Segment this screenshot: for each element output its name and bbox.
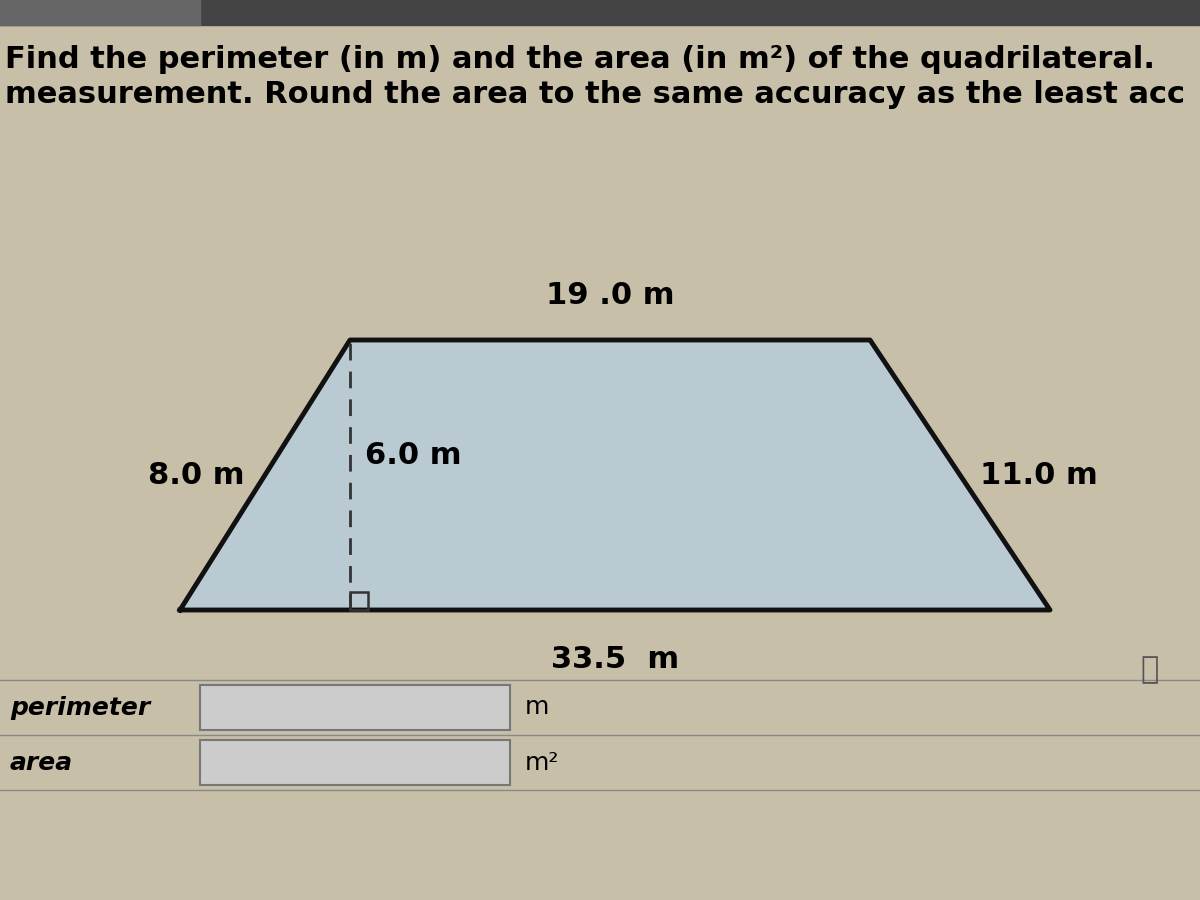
- Text: perimeter: perimeter: [10, 696, 150, 719]
- Text: 11.0 m: 11.0 m: [980, 461, 1098, 490]
- Text: Find the perimeter (in m) and the area (in m²) of the quadrilateral.: Find the perimeter (in m) and the area (…: [5, 45, 1154, 74]
- Text: area: area: [10, 751, 73, 775]
- Bar: [200, 685, 510, 730]
- Polygon shape: [180, 340, 1050, 610]
- Text: m: m: [526, 696, 550, 719]
- Text: 19 .0 m: 19 .0 m: [546, 281, 674, 310]
- Text: ⓘ: ⓘ: [1141, 655, 1159, 684]
- Text: 8.0 m: 8.0 m: [149, 461, 245, 490]
- Bar: [0, 0, 200, 25]
- Bar: [200, 740, 510, 785]
- Text: 33.5  m: 33.5 m: [551, 645, 679, 674]
- Text: measurement. Round the area to the same accuracy as the least acc: measurement. Round the area to the same …: [5, 80, 1186, 109]
- Text: 6.0 m: 6.0 m: [365, 440, 462, 470]
- Text: m²: m²: [526, 751, 559, 775]
- Bar: [0, 0, 1200, 25]
